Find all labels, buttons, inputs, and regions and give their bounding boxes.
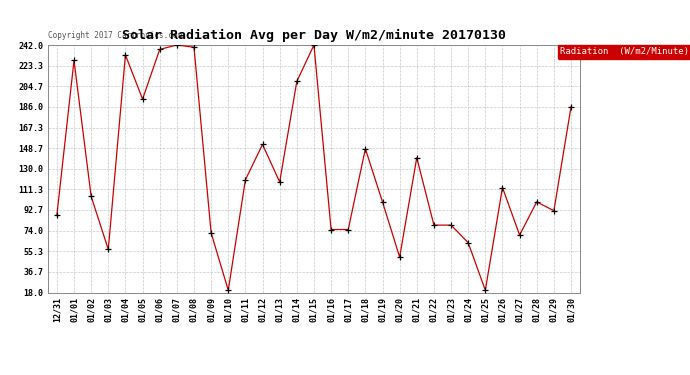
Text: Copyright 2017 Cartronics.com: Copyright 2017 Cartronics.com <box>48 31 182 40</box>
Legend: Radiation  (W/m2/Minute): Radiation (W/m2/Minute) <box>558 45 690 59</box>
Title: Solar Radiation Avg per Day W/m2/minute 20170130: Solar Radiation Avg per Day W/m2/minute … <box>122 29 506 42</box>
